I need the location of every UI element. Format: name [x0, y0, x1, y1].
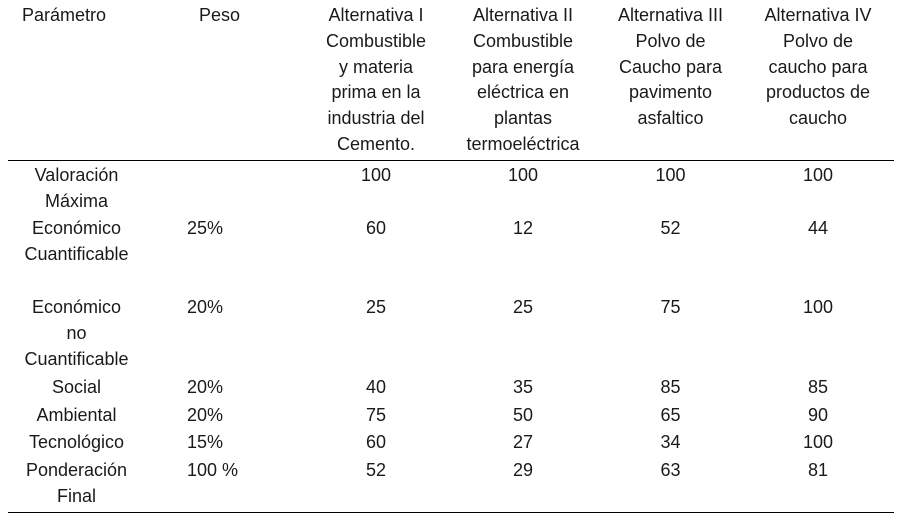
header-line: caucho [788, 108, 848, 129]
header-line: y materia [338, 56, 414, 77]
row-alternativa-2: 27 [512, 432, 534, 453]
header-line: caucho para [768, 56, 868, 77]
row-parametro: Económico no Cuantificable [8, 293, 145, 372]
header-line: Polvo de [635, 30, 706, 51]
row-alternativa-3: 100 [655, 164, 686, 185]
header-line: Polvo de [782, 30, 854, 51]
header-line: Alternativa IV [764, 5, 872, 25]
row-alternativa-4: 100 [802, 164, 834, 185]
row-alternativa-4: 85 [807, 376, 829, 397]
table-row: Ponderación Final 100 % 52 29 63 81 [8, 456, 894, 513]
header-line: productos de [765, 82, 871, 103]
table-row: Económico Cuantificable 25% 60 12 52 44 [8, 214, 894, 293]
header-alternativa-4: Alternativa IV Polvo de caucho para prod… [742, 0, 894, 161]
row-parametro: Tecnológico [8, 428, 145, 456]
row-alternativa-1: 25 [365, 297, 387, 318]
row-alternativa-2: 29 [447, 456, 599, 513]
row-alternativa-3: 63 [599, 456, 742, 513]
param-line: Tecnológico [28, 432, 125, 453]
header-parametro: Parámetro [8, 0, 145, 161]
row-parametro: Económico Cuantificable [8, 214, 145, 293]
header-alternativa-1: Alternativa I Combustible y materia prim… [305, 0, 447, 161]
row-peso: 25% [187, 218, 224, 239]
header-line: pavimento [628, 82, 713, 103]
param-line: Ponderación [25, 460, 128, 481]
header-peso: Peso [145, 0, 305, 161]
header-line: plantas [493, 108, 553, 129]
row-parametro: Valoración Máxima [8, 160, 145, 214]
row-alternativa-1: 60 [365, 218, 387, 239]
header-line: industria del [327, 108, 425, 129]
row-parametro: Ambiental [8, 401, 145, 429]
row-alternativa-3: 75 [660, 297, 681, 318]
table-row: Ambiental 20% 75 50 65 90 [8, 401, 894, 429]
row-alternativa-2: 35 [512, 376, 534, 397]
table-row: Tecnológico 15% 60 27 34 100 [8, 428, 894, 456]
header-line: Alternativa II [472, 5, 574, 25]
header-line: Caucho para [618, 56, 723, 77]
row-alternativa-4: 100 [802, 432, 834, 453]
param-line: Económico [31, 297, 122, 318]
header-line: Alternativa III [617, 5, 724, 25]
param-line: Máxima [44, 190, 108, 211]
param-line: Cuantificable [24, 348, 129, 369]
row-alternativa-1: 60 [365, 432, 387, 453]
row-peso: 100 % [145, 456, 305, 513]
param-line: Cuantificable [24, 244, 129, 265]
header-line: prima en la [331, 82, 421, 103]
table-row: Valoración Máxima 100 100 100 100 [8, 160, 894, 214]
row-alternativa-2: 100 [507, 164, 539, 185]
row-alternativa-3: 85 [660, 376, 681, 397]
row-parametro: Ponderación Final [8, 456, 145, 513]
param-line: Económico [31, 218, 122, 239]
row-alternativa-4: 100 [802, 297, 834, 318]
row-alternativa-1: 40 [365, 376, 387, 397]
table-row: Económico no Cuantificable 20% 25 25 75 … [8, 293, 894, 372]
param-line: Ambiental [36, 404, 117, 425]
evaluation-table-container: Parámetro Peso Alternativa I Combustible… [8, 0, 894, 513]
row-alternativa-2: 25 [512, 297, 534, 318]
header-line: termoeléctrica [466, 133, 580, 154]
row-alternativa-4: 90 [807, 404, 829, 425]
row-alternativa-4: 44 [807, 218, 829, 239]
header-row: Parámetro Peso Alternativa I Combustible… [8, 0, 894, 161]
table-row: Social 20% 40 35 85 85 [8, 373, 894, 401]
row-peso: 15% [187, 432, 224, 453]
header-line: Alternativa I [328, 5, 424, 25]
row-peso: 20% [187, 297, 224, 318]
param-line: no [66, 323, 87, 344]
row-parametro: Social [8, 373, 145, 401]
row-alternativa-1: 75 [365, 404, 387, 425]
param-line: Valoración [34, 164, 119, 185]
row-peso [145, 160, 305, 214]
param-line: Social [51, 376, 102, 397]
row-alternativa-3: 65 [660, 404, 681, 425]
evaluation-table: Parámetro Peso Alternativa I Combustible… [8, 0, 894, 513]
header-line: Combustible [472, 30, 574, 51]
header-line: Cemento. [336, 133, 416, 154]
header-line: eléctrica en [476, 82, 570, 103]
table-header: Parámetro Peso Alternativa I Combustible… [8, 0, 894, 161]
param-line: Final [56, 485, 96, 506]
header-line: asfaltico [637, 108, 704, 129]
header-alternativa-3: Alternativa III Polvo de Caucho para pav… [599, 0, 742, 161]
row-alternativa-1: 100 [360, 164, 392, 185]
row-alternativa-2: 50 [512, 404, 534, 425]
row-alternativa-1: 52 [305, 456, 447, 513]
header-line: Combustible [325, 30, 427, 51]
row-alternativa-3: 52 [660, 218, 681, 239]
header-line: para energía [471, 56, 575, 77]
row-alternativa-3: 34 [660, 432, 681, 453]
row-peso: 20% [187, 376, 224, 397]
row-peso: 20% [187, 404, 224, 425]
header-alternativa-2: Alternativa II Combustible para energía … [447, 0, 599, 161]
row-alternativa-4: 81 [742, 456, 894, 513]
table-body: Valoración Máxima 100 100 100 100 Económ… [8, 160, 894, 513]
row-alternativa-2: 12 [512, 218, 534, 239]
